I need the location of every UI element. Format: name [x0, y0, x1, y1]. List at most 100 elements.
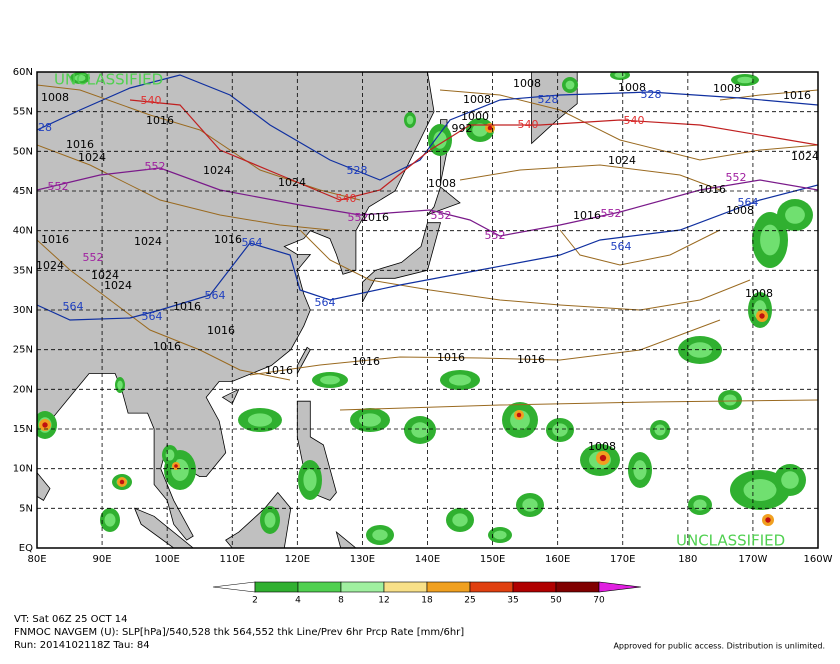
precip-moderate [433, 131, 447, 149]
model-description: FNMOC NAVGEM (U): SLP[hPa]/540,528 thk 5… [14, 627, 464, 638]
lat-label: EQ [19, 543, 33, 554]
colorbar-label: 18 [421, 596, 433, 606]
isobar [37, 84, 361, 201]
lon-label: 170W [738, 554, 767, 565]
lat-label: 60N [13, 67, 33, 78]
contour-label: 564 [611, 240, 632, 253]
contour-label: 552 [601, 207, 622, 220]
colorbar-swatch [340, 581, 385, 593]
precip-moderate [493, 530, 507, 540]
map-border [36, 71, 819, 549]
precip-moderate [654, 424, 666, 436]
precip-moderate [552, 423, 568, 437]
lon-label: 160W [804, 554, 833, 565]
contour-label: 1016 [41, 233, 69, 246]
precip-moderate [687, 342, 713, 358]
lat-label: 50N [13, 146, 33, 157]
land [133, 507, 194, 548]
contour-label: 1008 [463, 93, 491, 106]
precip-moderate [411, 422, 429, 438]
precip-moderate [303, 469, 317, 491]
lon-label: 100E [154, 554, 179, 565]
lon-label: 150E [480, 554, 505, 565]
isobar [439, 89, 818, 161]
lat-label: 55N [13, 107, 33, 118]
thickness-528 [37, 74, 818, 181]
contour-label: 528 [347, 164, 368, 177]
colorbar-label: 12 [378, 596, 389, 606]
precip-core [119, 479, 125, 485]
lat-label: 10N [13, 464, 33, 475]
colorbar-swatch [469, 581, 514, 593]
precip-moderate [449, 374, 471, 386]
contour-label: 1016 [146, 114, 174, 127]
isobar [249, 319, 721, 376]
contour-label: 1024 [36, 259, 64, 272]
contour-label: 1024 [91, 269, 119, 282]
precip-moderate [165, 449, 175, 461]
precip-core [42, 422, 48, 428]
contour-label: 1016 [173, 300, 201, 313]
precip-moderate [785, 206, 805, 224]
precip-moderate [781, 471, 799, 489]
lat-label: 20N [13, 384, 33, 395]
precip-core [599, 454, 607, 462]
contour-label: 1016 [361, 211, 389, 224]
precip-moderate [74, 74, 86, 82]
isobar [299, 229, 751, 311]
precip-moderate [320, 375, 340, 385]
precip-moderate [452, 513, 468, 527]
contour-label: 1016 [517, 353, 545, 366]
colorbar-label: 25 [464, 596, 475, 606]
lon-label: 120E [285, 554, 310, 565]
contour-label: 1016 [207, 324, 235, 337]
precip-moderate [693, 499, 707, 511]
precip-moderate [743, 479, 777, 501]
precip-core [174, 464, 178, 468]
precip-moderate [104, 513, 116, 527]
contour-label: 552 [83, 251, 104, 264]
contour-label: 552 [431, 209, 452, 222]
colorbar-swatch [383, 581, 428, 593]
colorbar-swatch [512, 581, 557, 593]
contour-label: 1024 [203, 164, 231, 177]
contour-label: 1024 [278, 176, 306, 189]
colorbar-swatch [254, 581, 299, 593]
precip-core [765, 517, 771, 523]
precip-moderate [760, 224, 780, 256]
precip-moderate [372, 529, 388, 541]
lat-label: 40N [13, 226, 33, 237]
colorbar-low [212, 581, 256, 593]
precip-moderate [264, 512, 276, 528]
land [37, 471, 51, 501]
land [335, 531, 357, 548]
precip-moderate [406, 115, 414, 125]
contour-label: 1016 [783, 89, 811, 102]
precip-moderate [614, 72, 626, 78]
colorbar-label: 2 [252, 596, 258, 606]
lon-label: 110E [220, 554, 245, 565]
contour-label: 1016 [573, 209, 601, 222]
valid-time: VT: Sat 06Z 25 OCT 14 [14, 614, 128, 625]
land [225, 491, 292, 548]
classification-marking: UNCLASSIFIED [54, 71, 163, 89]
colorbar-high [598, 581, 642, 593]
contour-label: 1016 [698, 183, 726, 196]
precip-moderate [737, 76, 753, 84]
land [426, 186, 461, 216]
isobar [719, 89, 818, 101]
contour-label: 1008 [513, 77, 541, 90]
precip-moderate [117, 380, 123, 390]
precip-moderate [633, 460, 647, 480]
lat-label: 5N [19, 503, 33, 514]
contour-label: 552 [726, 171, 747, 184]
lat-label: 35N [13, 265, 33, 276]
contour-label: 552 [48, 180, 69, 193]
colorbar-label: 50 [550, 596, 562, 606]
contour-label: 1008 [41, 91, 69, 104]
contour-label: 1008 [428, 177, 456, 190]
contour-label: 1016 [66, 138, 94, 151]
contour-label: 1016 [437, 351, 465, 364]
contour-label: 1008 [588, 440, 616, 453]
